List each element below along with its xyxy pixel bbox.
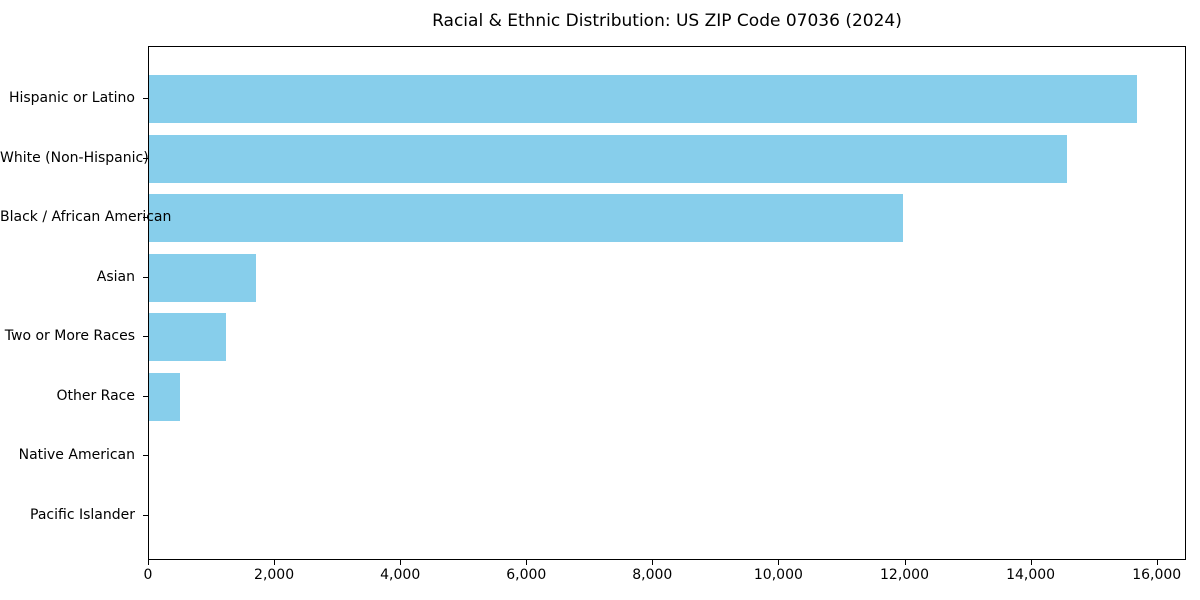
y-tick bbox=[143, 158, 148, 159]
bar bbox=[149, 194, 903, 242]
y-tick bbox=[143, 98, 148, 99]
x-tick bbox=[1156, 560, 1158, 565]
x-tick bbox=[1030, 560, 1032, 565]
y-axis-label: Hispanic or Latino bbox=[8, 90, 135, 106]
x-axis-tick-label: 16,000 bbox=[1132, 567, 1182, 583]
x-tick bbox=[526, 560, 528, 565]
x-axis-tick-label: 0 bbox=[143, 567, 153, 583]
x-tick bbox=[652, 560, 654, 565]
x-axis-tick-label: 6,000 bbox=[506, 567, 547, 583]
bar bbox=[149, 372, 180, 421]
y-tick bbox=[143, 515, 148, 516]
x-tick bbox=[148, 560, 149, 565]
bar bbox=[149, 134, 1067, 183]
y-tick bbox=[143, 336, 148, 337]
y-axis-label: Black / African American bbox=[0, 209, 172, 225]
x-tick bbox=[274, 560, 276, 565]
x-tick bbox=[904, 560, 906, 565]
plot-area bbox=[148, 46, 1186, 560]
bar bbox=[149, 313, 226, 361]
x-axis-tick-label: 8,000 bbox=[632, 567, 673, 583]
y-axis-label: Other Race bbox=[56, 388, 135, 404]
y-axis-label: Two or More Races bbox=[4, 328, 135, 344]
x-axis-tick-label: 4,000 bbox=[380, 567, 421, 583]
x-axis-tick-label: 12,000 bbox=[880, 567, 929, 583]
y-axis-label: White (Non-Hispanic) bbox=[0, 150, 149, 166]
x-tick bbox=[778, 560, 780, 565]
y-axis-label: Native American bbox=[18, 447, 135, 463]
y-axis-label: Pacific Islander bbox=[30, 507, 135, 523]
chart-title: Racial & Ethnic Distribution: US ZIP Cod… bbox=[432, 11, 902, 31]
y-tick bbox=[143, 277, 148, 278]
y-axis-label: Asian bbox=[96, 269, 135, 285]
x-axis-tick-label: 2,000 bbox=[254, 567, 295, 583]
y-tick bbox=[143, 396, 148, 397]
x-axis-tick-label: 14,000 bbox=[1006, 567, 1056, 583]
y-tick bbox=[143, 217, 148, 218]
bar bbox=[149, 253, 257, 302]
y-tick bbox=[143, 455, 148, 456]
bar bbox=[149, 75, 1137, 123]
x-tick bbox=[400, 560, 402, 565]
x-axis-tick-label: 10,000 bbox=[753, 567, 803, 583]
